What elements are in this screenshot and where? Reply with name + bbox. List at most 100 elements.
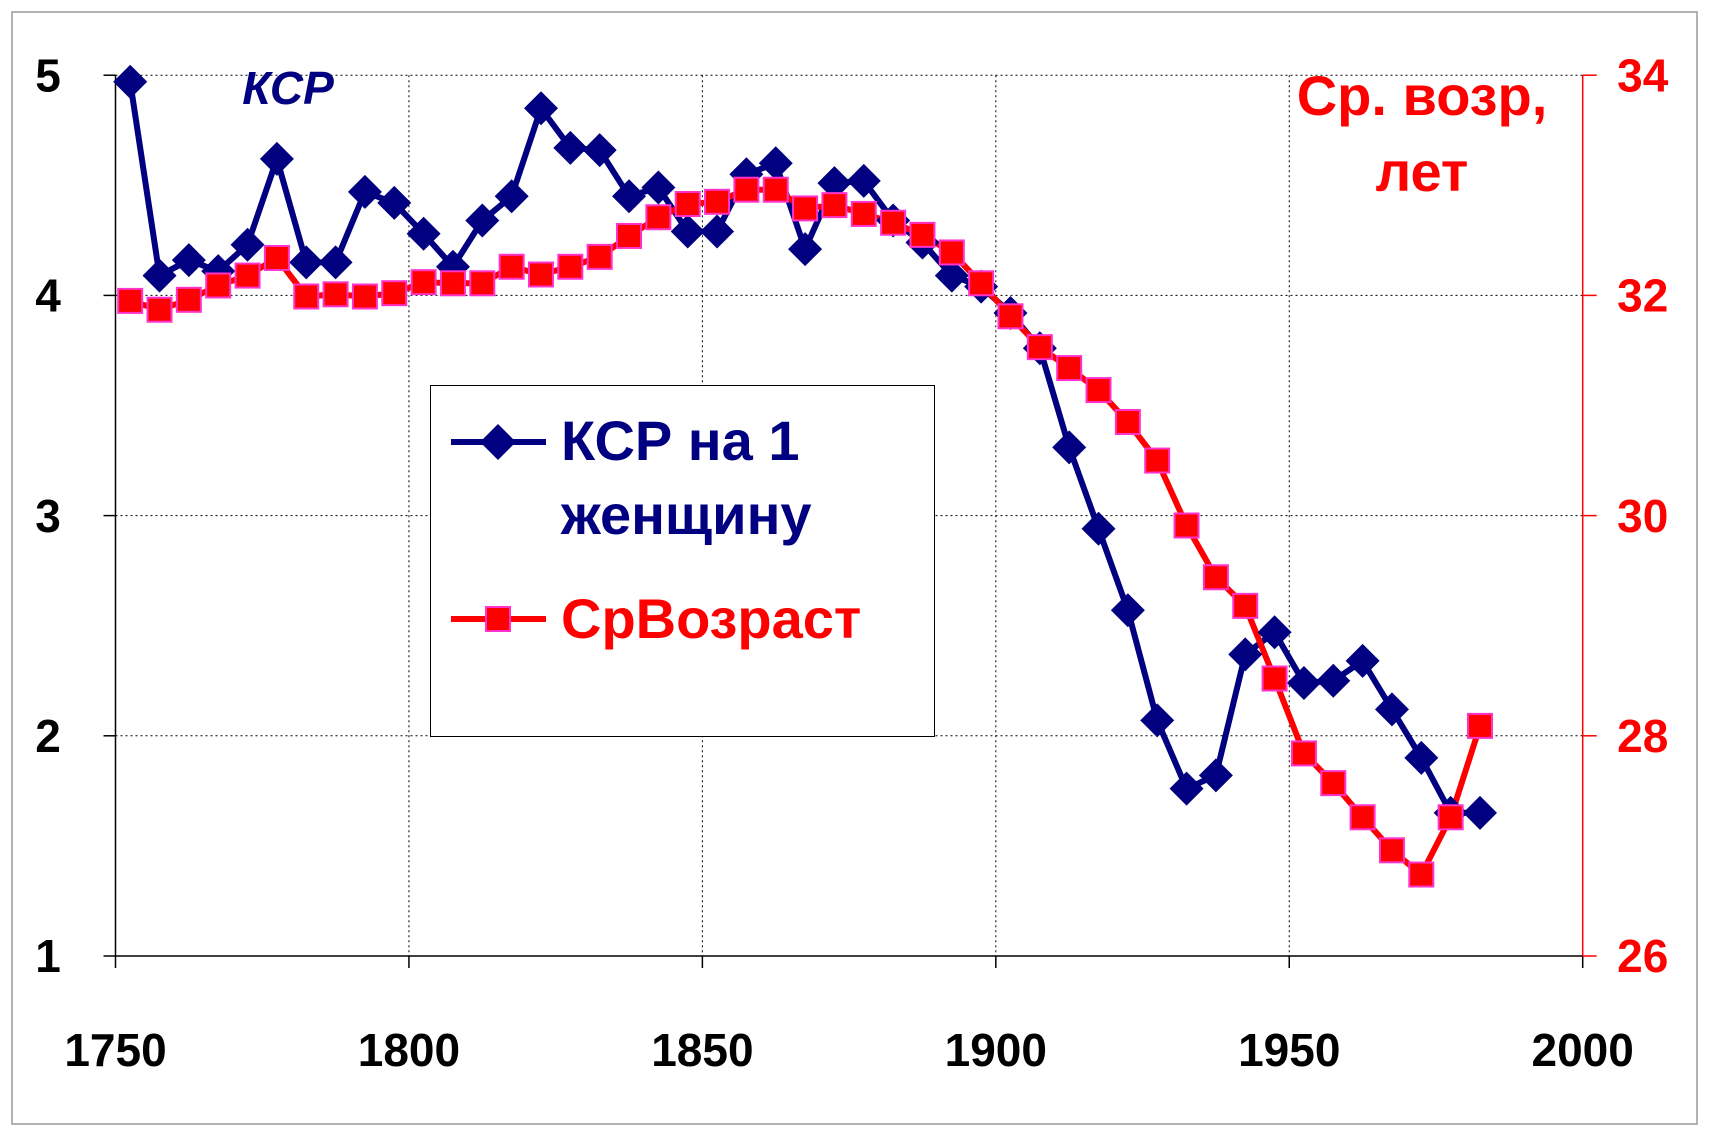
point xyxy=(1320,770,1347,797)
point xyxy=(1408,861,1435,888)
point xyxy=(1202,564,1229,591)
point xyxy=(909,221,936,248)
point xyxy=(1345,643,1380,678)
point xyxy=(586,243,613,270)
frame xyxy=(11,11,1698,1125)
point xyxy=(171,243,206,278)
point xyxy=(1144,447,1171,474)
x-tick-label: 2000 xyxy=(1532,1024,1634,1076)
point xyxy=(968,270,995,297)
y2-tick-label: 30 xyxy=(1617,490,1668,542)
point xyxy=(1056,355,1083,382)
point xyxy=(1169,771,1204,806)
point xyxy=(142,258,177,293)
point xyxy=(465,203,500,238)
annotation: КСР xyxy=(242,62,334,114)
point xyxy=(351,283,378,310)
point xyxy=(205,272,232,299)
point xyxy=(293,283,320,310)
y-tick-label: 5 xyxy=(35,49,61,101)
point xyxy=(553,130,588,165)
point xyxy=(322,281,349,308)
legend: КСР на 1 женщину СрВозраст xyxy=(430,385,935,737)
point xyxy=(259,141,294,176)
point xyxy=(762,176,789,203)
x-tick-label: 1900 xyxy=(945,1024,1047,1076)
y-tick-label: 1 xyxy=(35,930,61,982)
point xyxy=(1261,665,1288,692)
y2-tick-label: 26 xyxy=(1617,930,1668,982)
point xyxy=(1198,758,1233,793)
point xyxy=(880,209,907,236)
point xyxy=(318,245,353,280)
point xyxy=(821,192,848,219)
y2-axis-label: лет xyxy=(1376,140,1469,203)
point xyxy=(1466,712,1493,739)
point xyxy=(1173,512,1200,539)
point xyxy=(1286,665,1321,700)
point xyxy=(788,232,823,267)
point xyxy=(1110,593,1145,628)
point xyxy=(1085,377,1112,404)
point xyxy=(523,91,558,126)
point xyxy=(997,303,1024,330)
point xyxy=(347,174,382,209)
point xyxy=(1228,637,1263,672)
point xyxy=(850,200,877,227)
point xyxy=(498,253,525,280)
point xyxy=(234,262,261,289)
point xyxy=(381,280,408,307)
point xyxy=(1462,795,1497,830)
point xyxy=(670,214,705,249)
point xyxy=(230,227,265,262)
point xyxy=(1349,804,1376,831)
point xyxy=(733,176,760,203)
point xyxy=(146,296,173,323)
point xyxy=(758,146,793,181)
point xyxy=(410,269,437,296)
point xyxy=(557,253,584,280)
point xyxy=(645,204,672,231)
point xyxy=(1052,430,1087,465)
y-tick-label: 3 xyxy=(35,490,61,542)
y2-tick-label: 34 xyxy=(1617,49,1669,101)
point xyxy=(1114,409,1141,436)
point xyxy=(1316,663,1351,698)
point xyxy=(377,185,412,220)
point xyxy=(612,179,647,214)
point xyxy=(700,214,735,249)
point xyxy=(439,270,466,297)
legend-label: КСР на 1 женщину xyxy=(561,409,812,546)
point xyxy=(616,222,643,249)
point xyxy=(641,170,676,205)
y-tick-label: 2 xyxy=(35,710,61,762)
point xyxy=(469,270,496,297)
point xyxy=(1404,740,1439,775)
point xyxy=(113,64,148,99)
point xyxy=(938,239,965,266)
y-tick-label: 4 xyxy=(35,270,61,322)
point xyxy=(1257,615,1292,650)
point xyxy=(1290,740,1317,767)
point xyxy=(406,216,441,251)
point xyxy=(527,261,554,288)
point xyxy=(1140,703,1175,738)
y2-tick-label: 32 xyxy=(1617,270,1668,322)
y2-tick-label: 28 xyxy=(1617,710,1668,762)
point xyxy=(1378,837,1405,864)
point xyxy=(704,188,731,215)
point xyxy=(1081,511,1116,546)
legend-marker xyxy=(485,606,511,632)
legend-label: СрВозраст xyxy=(561,587,862,650)
point xyxy=(792,195,819,222)
point xyxy=(1437,804,1464,831)
point xyxy=(582,133,617,168)
point xyxy=(1026,334,1053,361)
point xyxy=(1232,592,1259,619)
x-tick-label: 1950 xyxy=(1238,1024,1340,1076)
point xyxy=(674,191,701,218)
point xyxy=(846,163,881,198)
point xyxy=(175,286,202,313)
point xyxy=(263,244,290,271)
